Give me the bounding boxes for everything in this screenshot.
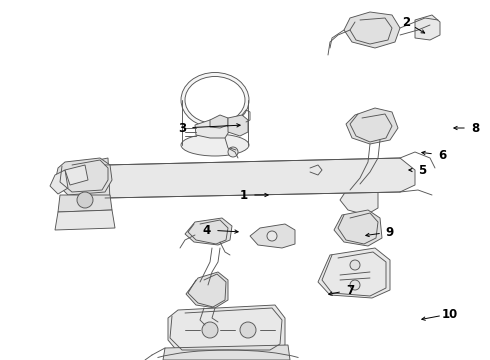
Text: 3: 3	[178, 122, 186, 135]
Circle shape	[240, 322, 256, 338]
Polygon shape	[55, 210, 115, 230]
Text: 10: 10	[442, 307, 458, 320]
Polygon shape	[90, 158, 415, 198]
Circle shape	[228, 147, 238, 157]
Polygon shape	[228, 115, 248, 136]
Text: 4: 4	[203, 224, 211, 237]
Circle shape	[77, 192, 93, 208]
Ellipse shape	[181, 134, 249, 156]
Text: 1: 1	[240, 189, 248, 202]
Text: 9: 9	[386, 225, 394, 239]
Polygon shape	[340, 182, 378, 215]
Text: 6: 6	[438, 149, 446, 162]
Polygon shape	[250, 224, 295, 248]
Circle shape	[267, 231, 277, 241]
Text: 7: 7	[346, 284, 354, 297]
Text: 5: 5	[418, 163, 426, 176]
Polygon shape	[65, 165, 88, 185]
Text: 2: 2	[402, 15, 410, 28]
Circle shape	[350, 280, 360, 290]
Polygon shape	[185, 218, 232, 245]
Polygon shape	[50, 170, 68, 194]
Ellipse shape	[181, 72, 249, 127]
Polygon shape	[186, 272, 228, 308]
Polygon shape	[55, 158, 112, 195]
Polygon shape	[195, 120, 230, 138]
Polygon shape	[210, 115, 228, 128]
Text: 8: 8	[471, 122, 479, 135]
Polygon shape	[168, 305, 285, 352]
Polygon shape	[346, 108, 398, 144]
Circle shape	[350, 260, 360, 270]
Polygon shape	[163, 345, 290, 360]
Polygon shape	[80, 158, 110, 200]
Circle shape	[312, 166, 320, 174]
Polygon shape	[318, 248, 390, 298]
Ellipse shape	[185, 77, 245, 123]
Polygon shape	[344, 12, 400, 48]
Polygon shape	[415, 15, 440, 40]
Polygon shape	[58, 195, 112, 212]
Circle shape	[202, 322, 218, 338]
Polygon shape	[334, 210, 382, 246]
